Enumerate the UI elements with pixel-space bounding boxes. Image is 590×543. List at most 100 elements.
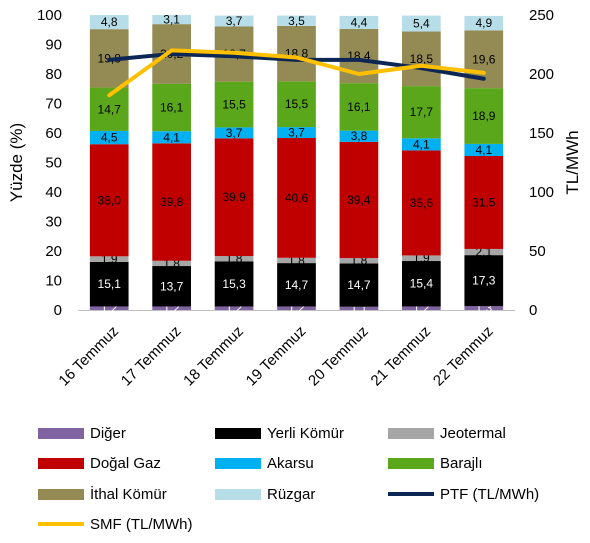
y-tick-label: 60 <box>45 125 62 142</box>
legend-item: Jeotermal <box>388 423 506 443</box>
y-tick-label: 100 <box>37 7 62 24</box>
bar-segment <box>214 138 254 257</box>
bar-segment <box>339 141 379 259</box>
bar-segment <box>339 130 379 142</box>
y-tick-label: 40 <box>45 184 62 201</box>
bar-segment <box>464 15 504 31</box>
legend-swatch <box>38 488 84 500</box>
bar-data-label: 18,9 <box>472 109 496 123</box>
smf-line <box>107 48 486 98</box>
bar-data-label: 39,8 <box>160 195 184 209</box>
chart: 0 10 20 30 40 50 60 70 80 90 100 0 50 100 150 200 250 Yüz… <box>7 7 582 390</box>
legend-swatch <box>38 522 84 526</box>
bar-segment <box>277 263 316 307</box>
y2-axis-title: TL/MWh <box>563 130 582 194</box>
x-tick-label: 16 Temmuz <box>55 323 122 390</box>
legend-swatch <box>215 457 261 469</box>
bar-segment <box>214 127 254 139</box>
legend-item: Akarsu <box>215 453 314 473</box>
bar-segment <box>464 255 504 307</box>
y-tick-label: 0 <box>54 302 62 319</box>
legend-item: Yerli Kömür <box>215 423 344 443</box>
y2-tick-label: 250 <box>529 7 554 24</box>
y-tick-label: 30 <box>45 214 62 231</box>
legend-item: PTF (TL/MWh) <box>388 484 539 504</box>
bar-segment <box>214 81 254 128</box>
legend-label: Diğer <box>90 424 126 442</box>
y-tick-label: 70 <box>45 96 62 113</box>
y-tick-label: 20 <box>45 243 62 260</box>
bar-segment <box>402 255 441 262</box>
bar-data-label: 14,7 <box>98 102 122 116</box>
bar-segment <box>152 260 191 267</box>
y-tick-label: 10 <box>45 273 62 290</box>
bar-segment <box>402 31 441 87</box>
bar-segment <box>464 88 504 144</box>
bar-segment <box>214 306 254 310</box>
bar-segment <box>214 15 254 27</box>
bar-segment <box>402 15 441 32</box>
legend-item: İthal Kömür <box>38 484 167 504</box>
legend-item: Diğer <box>38 423 126 443</box>
legend-item: Barajlı <box>388 453 483 473</box>
legend-label: SMF (TL/MWh) <box>90 515 193 533</box>
bar-data-label: 14,7 <box>285 278 309 292</box>
bar-data-label: 15,5 <box>222 98 246 112</box>
bar-segment <box>89 15 129 30</box>
x-tick-label: 17 Temmuz <box>118 323 185 390</box>
bar-data-label: 4,1 <box>163 130 180 144</box>
legend-swatch <box>215 488 261 500</box>
bar-data-label: 4,1 <box>475 143 492 157</box>
y2-tick-label: 50 <box>529 243 546 260</box>
bar-segment <box>277 25 316 82</box>
legend-swatch <box>38 457 84 469</box>
bar-data-label: 31,5 <box>472 195 496 209</box>
bar-data-label: 39,4 <box>347 193 371 207</box>
legend-swatch <box>388 427 434 439</box>
bar-data-label: 4,4 <box>351 15 368 29</box>
bar-segment <box>339 258 379 264</box>
bar-data-label: 5,4 <box>413 17 430 31</box>
x-tick-label: 19 Temmuz <box>243 323 310 390</box>
bar-segment <box>339 306 379 310</box>
bar-segment <box>152 83 191 132</box>
ptf-line <box>107 51 486 81</box>
bar-data-label: 4,1 <box>413 137 430 151</box>
legend-item: Rüzgar <box>215 484 315 504</box>
bar-segment <box>214 256 254 262</box>
bar-data-label: 15,1 <box>98 277 122 291</box>
bar-segment <box>152 306 191 310</box>
legend-item: SMF (TL/MWh) <box>38 514 193 534</box>
bar-data-label: 40,6 <box>285 191 309 205</box>
bar-segment <box>402 306 441 310</box>
bar-segment <box>89 261 129 307</box>
bar-segment <box>277 138 316 258</box>
x-tick-label: 20 Temmuz <box>305 323 372 390</box>
x-tick-label: 21 Temmuz <box>368 323 435 390</box>
bar-data-label: 3,7 <box>226 14 243 28</box>
bar-data-label: 3,7 <box>288 126 305 140</box>
bar-data-label: 4,8 <box>101 15 118 29</box>
bar-data-label: 15,4 <box>410 277 434 291</box>
legend-label: Barajlı <box>440 454 483 472</box>
bar-segment <box>402 150 441 256</box>
bar-segment <box>152 15 191 25</box>
bar-data-label: 4,9 <box>475 16 492 30</box>
legend-label: Akarsu <box>267 454 314 472</box>
bar-segment <box>402 261 441 307</box>
bar-segment <box>152 131 191 144</box>
legend-label: Yerli Kömür <box>267 424 344 442</box>
bar-data-label: 15,5 <box>285 97 309 111</box>
legend-label: İthal Kömür <box>90 485 167 503</box>
bar-data-label: 13,7 <box>160 279 184 293</box>
bar-data-label: 39,9 <box>222 190 246 204</box>
y-tick-label: 80 <box>45 66 62 83</box>
y2-tick-label: 0 <box>529 302 537 319</box>
legend-label: Doğal Gaz <box>90 454 161 472</box>
legend-swatch <box>215 427 261 439</box>
bar-data-label: 18,5 <box>410 52 434 66</box>
bar-segment <box>277 15 316 26</box>
y-tick-label: 50 <box>45 155 62 172</box>
bar-segment <box>152 266 191 307</box>
y2-tick-label: 150 <box>529 125 554 142</box>
